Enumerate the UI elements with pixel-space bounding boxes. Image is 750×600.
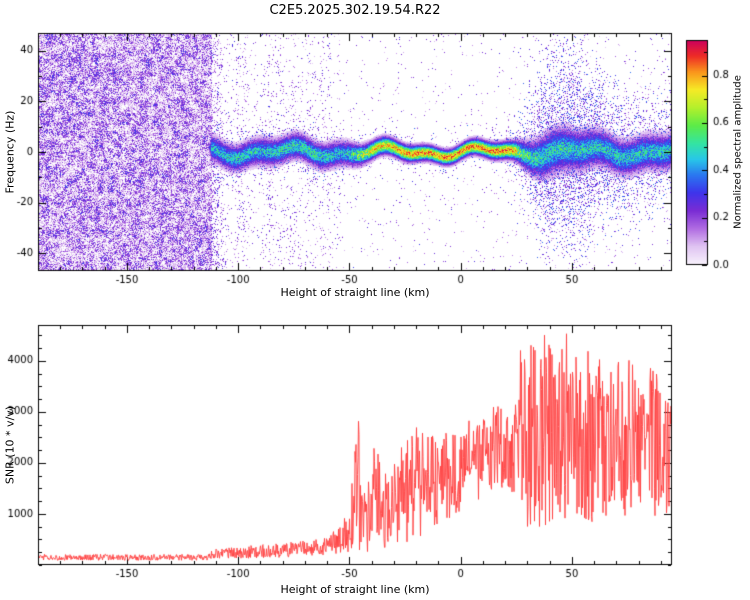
plot-title: C2E5.2025.302.19.54.R22 xyxy=(269,3,441,18)
colorbar-label: Normalized spectral amplitude xyxy=(732,75,744,229)
spectrogram-xaxis-label: Height of straight line (km) xyxy=(280,286,430,299)
snr-yaxis-label: SNR (10 * v/v) xyxy=(3,405,17,485)
spectrogram-yaxis-label: Frequency (Hz) xyxy=(3,110,17,194)
snr-xaxis-label: Height of straight line (km) xyxy=(280,583,430,596)
